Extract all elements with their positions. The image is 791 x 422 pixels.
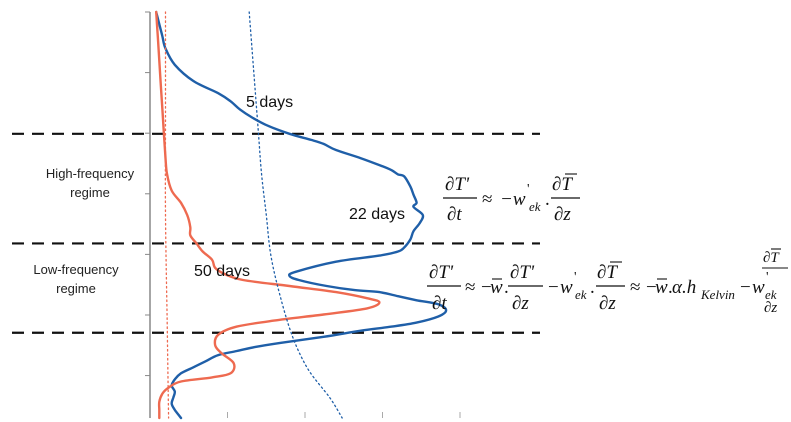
low-regime-label-line1: Low-frequency [33,262,119,277]
eq-low-t3-den: ∂z [599,293,616,314]
eq-high-rhs-den: ∂z [554,204,571,225]
curves [155,10,448,420]
eq-low-minus3: − [646,277,657,298]
red-spectrum-curve [155,10,381,420]
axes [145,11,461,418]
eq-low-dot3: . [668,277,673,298]
eq-high-minus-w: −w [500,189,526,210]
eq-low-w2: w [560,277,573,298]
eq-low-lhs-num: ∂T' [429,262,454,283]
blue-dotted-curve [248,11,343,419]
eq-low-ek1: ek [575,287,587,302]
regime-boundaries [12,132,540,334]
eq-low-t4-den: ∂z [764,300,777,316]
label-5-days: 5 days [246,94,293,111]
red-dotted-curve [164,11,170,419]
eq-low-w4: w [752,277,765,298]
low-frequency-equation: ∂T' ∂t ≈ − w . ∂T' ∂z − w ' ek . ∂T ∂z ≈… [427,248,788,316]
eq-low-approx2: ≈ [630,277,640,298]
eq-low-t4-num: ∂T [763,250,780,266]
label-50-days: 50 days [194,263,250,280]
eq-high-lhs-num: ∂T' [445,174,470,195]
eq-high-lhs-den: ∂t [447,204,462,225]
blue-spectrum-curve [155,10,448,420]
eq-low-kelvin: Kelvin [700,287,735,302]
low-regime-label-line2: regime [56,281,96,296]
high-regime-label-line1: High-frequency [46,166,135,181]
eq-low-minus4: − [740,277,751,298]
eq-low-ek2: ek [765,287,777,302]
eq-high-approx: ≈ [482,189,492,210]
eq-low-dot2: . [590,277,595,298]
eq-low-w1: w [490,277,503,298]
eq-low-t2-num: ∂T' [510,262,535,283]
eq-low-alpha-h: α.h [672,277,696,298]
eq-low-w3: w [655,277,668,298]
eq-low-minus1: − [481,277,492,298]
eq-low-t2-den: ∂z [512,293,529,314]
eq-high-dot: . [545,189,550,210]
high-frequency-equation: ∂T' ∂t ≈ −w ' ek . ∂T ∂z [443,173,580,225]
eq-low-prime2: ' [766,270,769,285]
eq-low-lhs-den: ∂t [432,293,447,314]
label-22-days: 22 days [349,206,405,223]
eq-high-ek: ek [529,199,541,214]
high-regime-label-line2: regime [70,185,110,200]
eq-low-prime1: ' [574,270,577,285]
eq-low-t3-num: ∂T [597,262,618,283]
eq-low-dot1: . [504,277,509,298]
eq-high-prime: ' [527,182,530,197]
eq-low-minus2: − [548,277,559,298]
eq-high-rhs-num: ∂T [552,174,573,195]
eq-low-approx: ≈ [465,277,475,298]
